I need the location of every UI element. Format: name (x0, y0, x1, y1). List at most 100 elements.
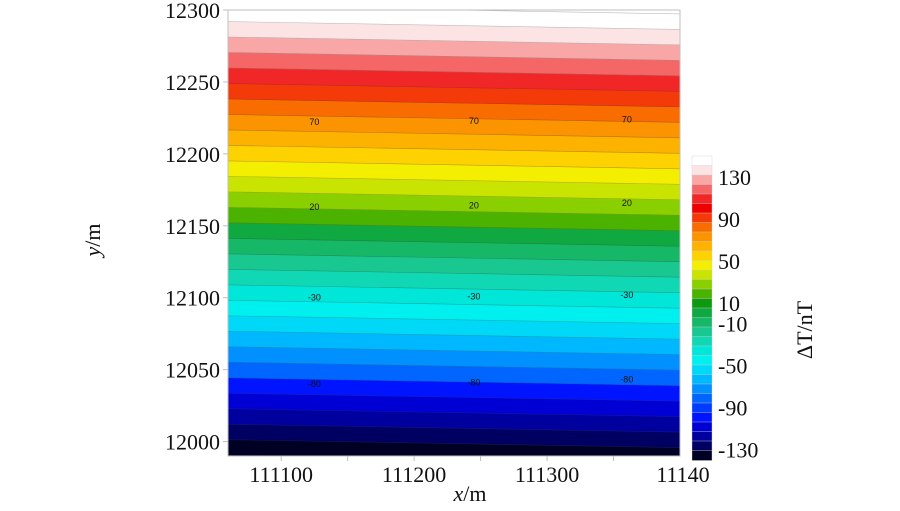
contour-line (228, 253, 680, 263)
contour-band (436, 10, 680, 15)
contour-label: -30 (467, 291, 480, 301)
contour-line (228, 392, 680, 402)
contour-line (228, 176, 680, 185)
contour-line (228, 423, 680, 433)
contour-label: 70 (622, 114, 632, 124)
contour-band (228, 238, 680, 263)
y-axis-title-unit: /m (80, 224, 105, 247)
contour-line (228, 377, 680, 386)
colorbar-swatch (691, 440, 713, 452)
contour-band (228, 423, 680, 448)
contour-band (228, 36, 680, 61)
colorbar-swatch (691, 260, 713, 271)
colorbar-swatch (691, 222, 713, 233)
contour-band (228, 253, 680, 278)
colorbar-swatch (691, 165, 713, 176)
contour-band (228, 129, 680, 154)
contour-band (228, 299, 680, 324)
contour-band (228, 21, 680, 46)
colorbar-swatch (691, 174, 713, 186)
colorbar-tick-label: -90 (718, 396, 747, 421)
colorbar-swatch (691, 355, 713, 366)
contour-label: 70 (309, 117, 319, 127)
colorbar-tick-label: -130 (718, 438, 758, 463)
contour-band (228, 377, 680, 402)
colorbar-swatch (691, 212, 713, 224)
contour-bands (228, 10, 680, 456)
contour-line (228, 52, 680, 61)
contour-line (228, 36, 680, 46)
contour-line (228, 145, 680, 154)
colorbar-swatch (691, 393, 713, 404)
contour-band (228, 408, 680, 433)
y-axis-title-var: y (80, 247, 105, 259)
contour-label: -80 (467, 378, 480, 388)
contour-label: 20 (622, 198, 632, 208)
contour-label: 20 (469, 201, 479, 211)
plot-frame (227, 9, 681, 457)
colorbar-swatch (691, 345, 713, 357)
contour-line (228, 191, 680, 201)
colorbar-swatch (691, 412, 713, 423)
contour-line (228, 315, 680, 324)
colorbar-tick-label: -50 (718, 354, 747, 379)
colorbar-swatch (691, 269, 713, 281)
contour-band (228, 361, 680, 386)
contour-band (228, 346, 680, 371)
colorbar-tick-label: 50 (718, 249, 740, 274)
colorbar-tick-label: -10 (718, 312, 747, 337)
contour-line (228, 160, 680, 170)
x-tick-label: 11140 (656, 462, 709, 487)
contour-band (228, 83, 680, 108)
contour-line (228, 299, 680, 309)
contour-line (228, 129, 680, 139)
contour-band (228, 330, 680, 355)
colorbar-swatch (691, 364, 713, 376)
contour-line (228, 222, 680, 232)
contour-line (228, 284, 680, 293)
contour-line (228, 439, 680, 448)
colorbar-tick-label: 130 (718, 165, 751, 190)
y-tick-label: 12000 (165, 430, 220, 455)
y-tick-label: 12250 (165, 70, 220, 95)
colorbar-swatch (691, 203, 713, 214)
colorbar-tick-label: 10 (718, 291, 740, 316)
contour-label: -80 (620, 375, 633, 385)
colorbar-tick-label: 90 (718, 207, 740, 232)
contour-band (228, 67, 680, 92)
y-tick-label: 12200 (165, 142, 220, 167)
contour-line (228, 269, 680, 278)
colorbar-swatch (691, 374, 713, 385)
colorbar-swatch (691, 307, 713, 319)
contour-band (228, 52, 680, 77)
y-tick-label: 12050 (165, 358, 220, 383)
colorbar-swatch (691, 421, 713, 433)
contour-line (228, 98, 680, 108)
contour-label: -80 (308, 379, 321, 389)
x-tick-label: 111200 (382, 462, 446, 487)
contour-band (228, 222, 680, 247)
contour-band (228, 207, 680, 232)
contour-band (228, 98, 680, 123)
contour-line (228, 67, 680, 77)
contour-label: -30 (620, 290, 633, 300)
colorbar-swatch (691, 336, 713, 347)
contour-line (436, 10, 680, 15)
colorbar-swatch (691, 288, 713, 300)
x-axis: 111100 111200 111300 11140 (249, 456, 710, 487)
contour-line (228, 346, 680, 355)
colorbar-swatch (691, 241, 713, 252)
contour-line (228, 83, 680, 92)
x-tick-label: 111300 (515, 462, 579, 487)
colorbar-swatch (691, 326, 713, 338)
contour-line (228, 408, 680, 417)
colorbar-ticks: 130 90 50 10-10 -50 -90 -130 (718, 165, 758, 463)
y-tick-label: 12300 (165, 0, 220, 23)
contour-band (228, 176, 680, 201)
colorbar-swatch (691, 431, 713, 442)
x-axis-title-unit: /m (463, 481, 486, 506)
contour-label: 20 (309, 202, 319, 212)
contour-label: -30 (308, 293, 321, 303)
y-tick-label: 12100 (165, 286, 220, 311)
